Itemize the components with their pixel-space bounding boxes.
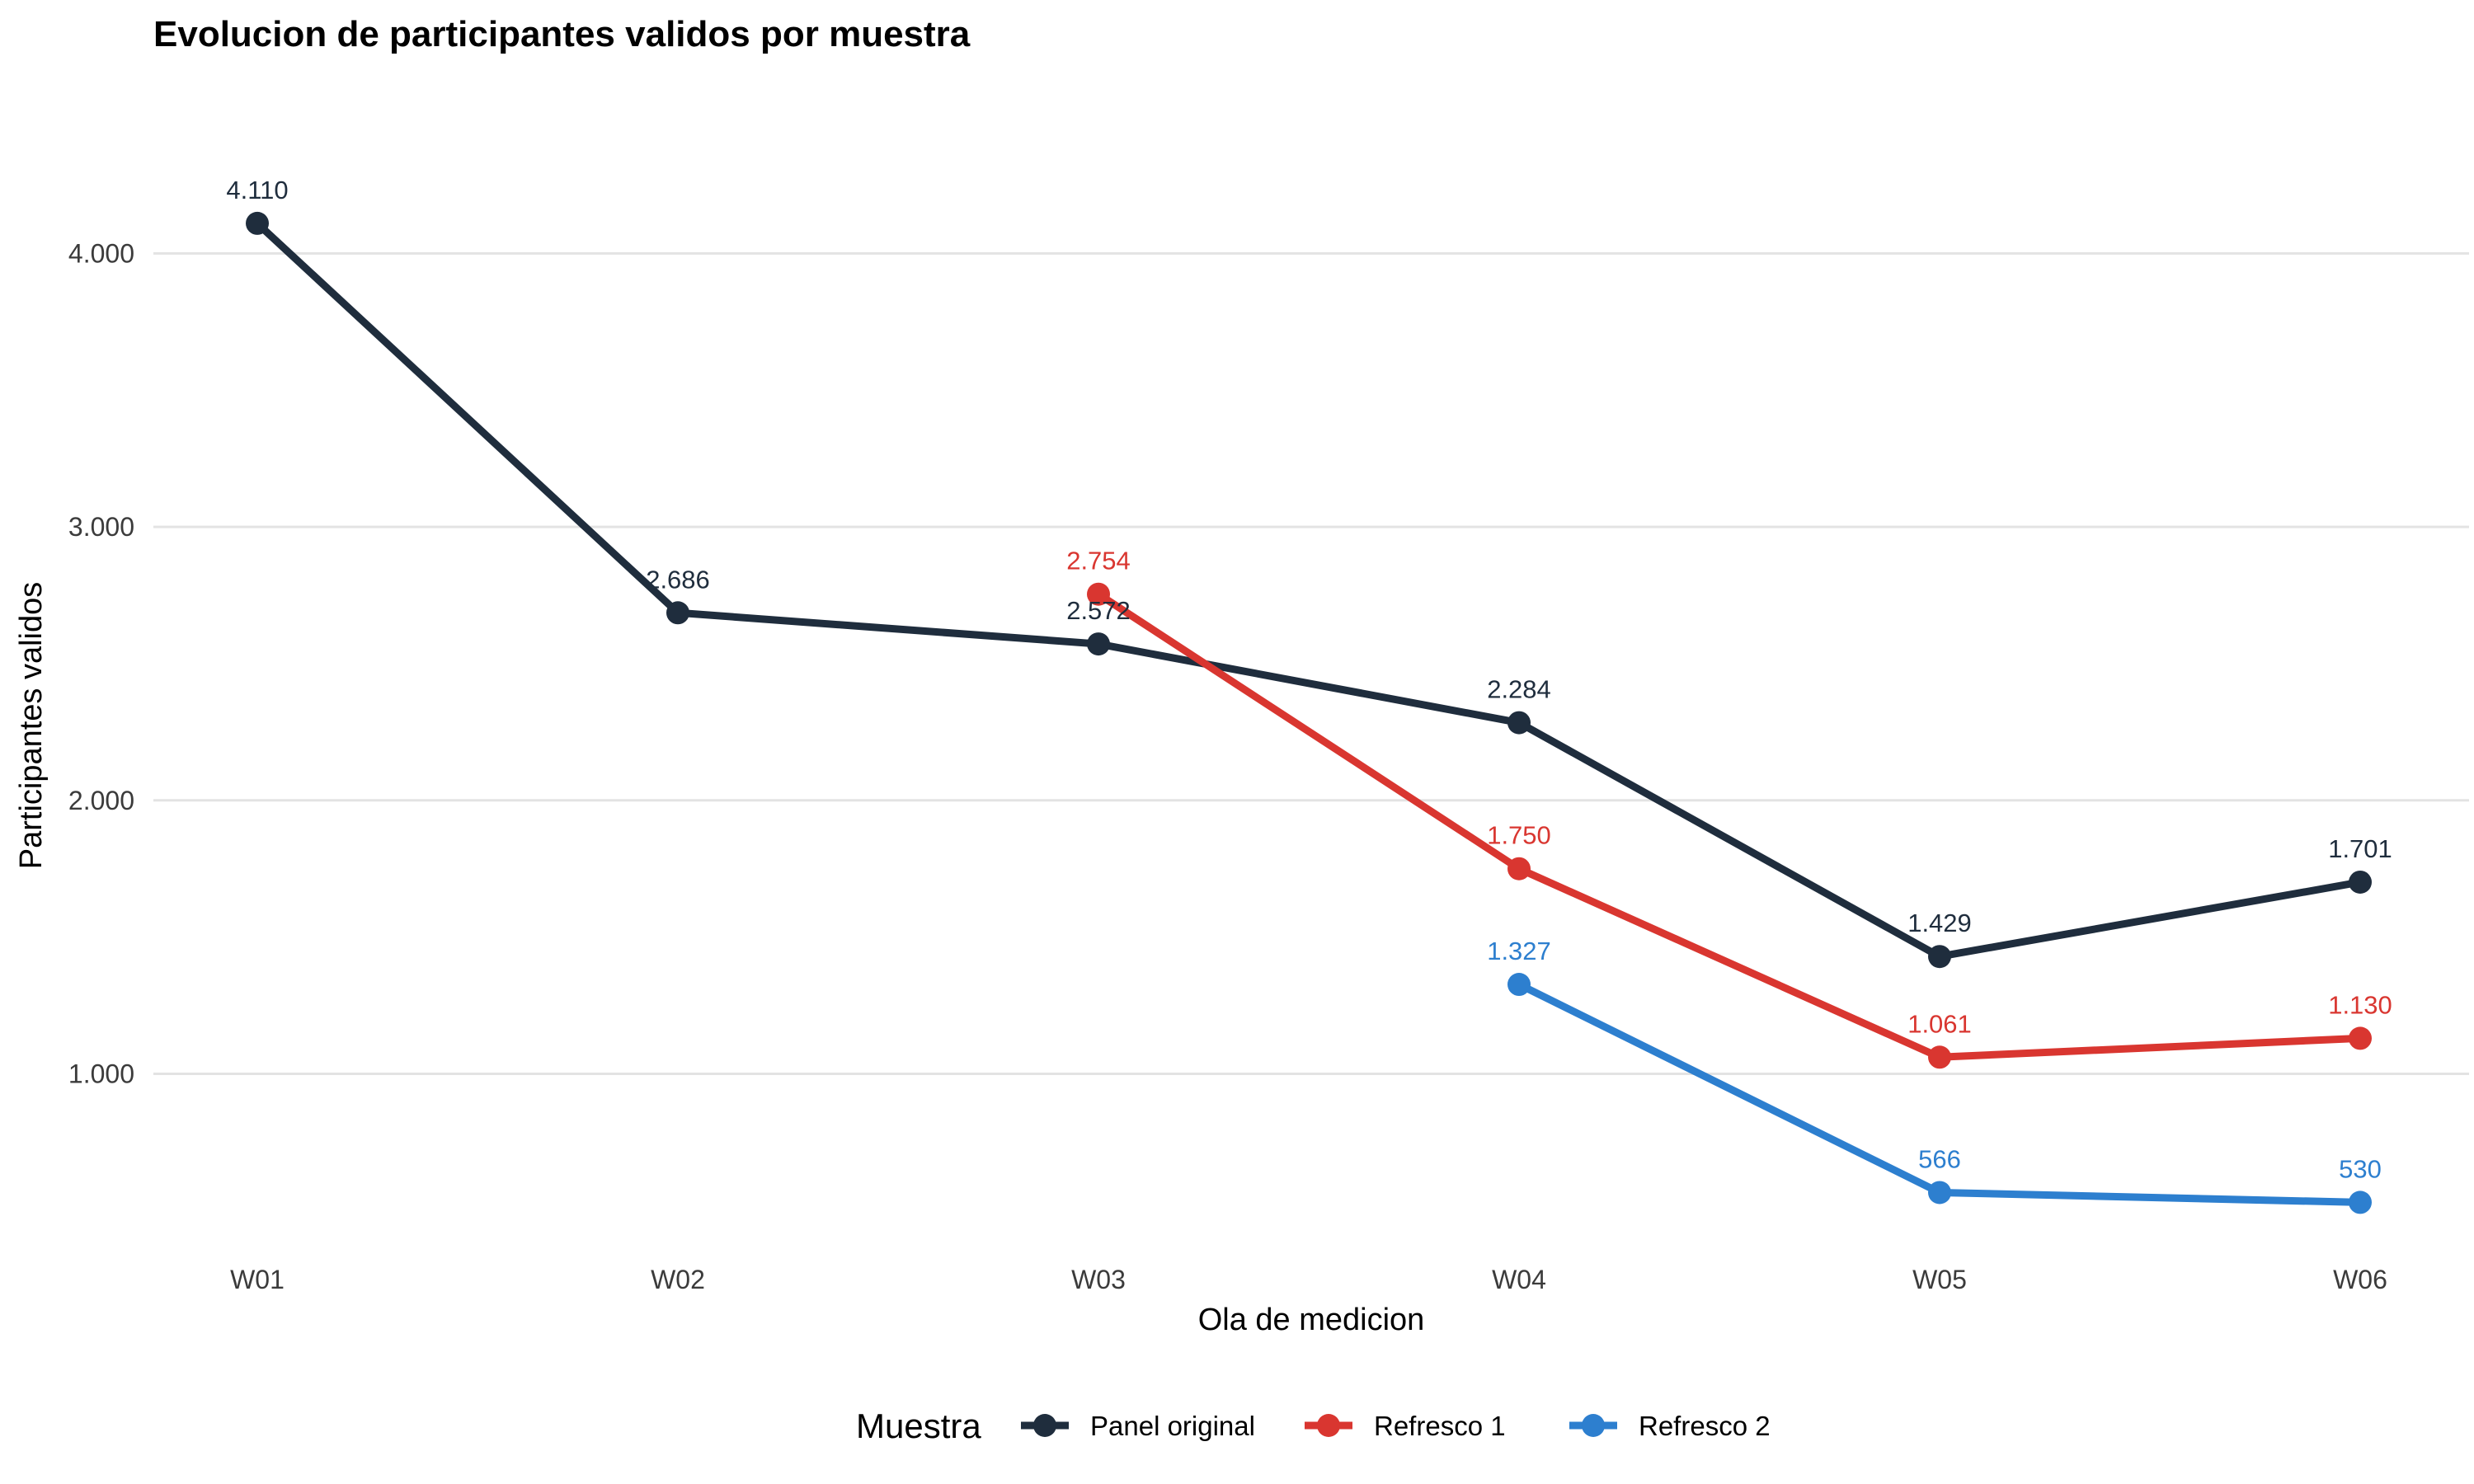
x-tick-label: W04 [1492,1265,1546,1294]
x-tick-label: W05 [1912,1265,1967,1294]
data-label-panel-original: 2.572 [1066,596,1131,625]
x-tick-label: W06 [2333,1265,2387,1294]
data-label-refresco-1: 1.750 [1487,821,1551,850]
x-tick-label: W03 [1071,1265,1126,1294]
data-point-refresco-2 [2349,1190,2372,1214]
data-label-refresco-2: 1.327 [1487,937,1551,965]
data-label-panel-original: 2.284 [1487,675,1551,704]
data-label-refresco-1: 1.061 [1907,1009,1972,1038]
data-label-refresco-1: 2.754 [1066,547,1131,575]
data-label-panel-original: 2.686 [646,565,710,594]
data-point-panel-original [1087,632,1110,656]
series-line-panel-original [253,219,2364,960]
legend: Muestra Panel original Refresco 1 Refresco… [856,1407,1771,1445]
data-point-refresco-1 [2349,1026,2372,1050]
data-label-refresco-1: 1.130 [2328,990,2392,1019]
y-tick-label: 1.000 [68,1059,134,1089]
data-point-refresco-1 [1928,1045,1951,1069]
x-axis-ticks: W01 W02 W03 W04 W05 W06 [230,1265,2387,1294]
data-label-refresco-2: 530 [2339,1154,2382,1183]
data-point-refresco-1 [1507,857,1531,881]
series [246,211,2372,1214]
data-point-panel-original [666,601,689,625]
grid [153,251,2469,1075]
legend-label-refresco-2: Refresco 2 [1639,1411,1771,1441]
data-labels: 4.110 2.686 2.572 2.284 1.429 1.701 2.754 1.750… [226,176,2392,1183]
data-label-refresco-2: 566 [1918,1144,1961,1173]
data-label-panel-original: 4.110 [226,176,288,204]
data-point-refresco-2 [1507,973,1531,997]
series-line-refresco-1 [1094,590,2364,1061]
chart-title: Evolucion de participantes validos por m… [153,14,971,54]
legend-key-point-refresco-1 [1317,1414,1340,1437]
legend-label-refresco-1: Refresco 1 [1374,1411,1506,1441]
x-tick-label: W02 [651,1265,705,1294]
data-point-refresco-1 [1087,582,1110,606]
data-point-refresco-2 [1928,1181,1951,1205]
data-point-panel-original [2349,870,2372,894]
data-point-panel-original [1507,711,1531,735]
legend-key-point-panel-original [1033,1414,1056,1437]
legend-label-panel-original: Panel original [1090,1411,1255,1441]
x-axis-title: Ola de medicion [1198,1303,1425,1337]
data-label-panel-original: 1.429 [1907,909,1972,937]
y-tick-label: 2.000 [68,786,134,815]
y-axis-ticks: 1.000 2.000 3.000 4.000 [68,238,134,1088]
data-label-panel-original: 1.701 [2328,834,2392,863]
data-point-panel-original [246,211,269,235]
y-tick-label: 3.000 [68,512,134,542]
legend-key-point-refresco-2 [1582,1414,1605,1437]
legend-title: Muestra [856,1407,981,1445]
y-axis-title: Participantes validos [14,582,49,870]
data-point-panel-original [1928,945,1951,969]
y-tick-label: 4.000 [68,238,134,268]
x-tick-label: W01 [230,1265,285,1294]
